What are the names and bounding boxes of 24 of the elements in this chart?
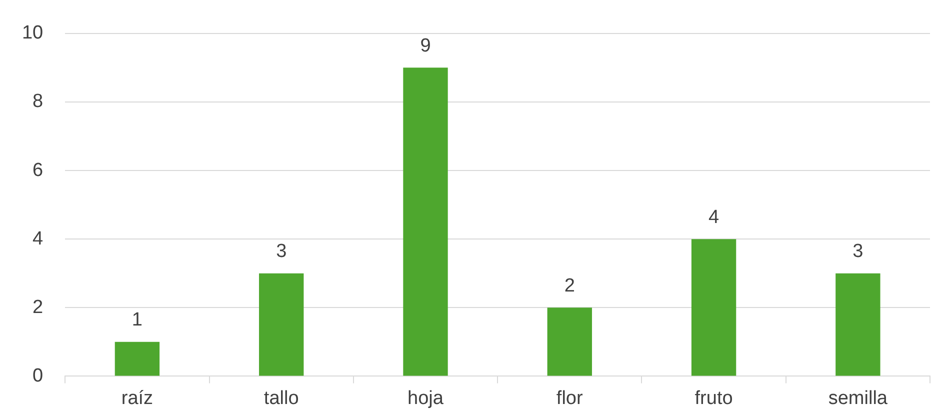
bar (114, 342, 160, 376)
data-label: 1 (132, 310, 142, 331)
bar (403, 68, 448, 376)
x-tick-label: semilla (828, 388, 888, 409)
data-label: 9 (420, 35, 431, 56)
bar (547, 308, 592, 376)
bar (836, 273, 880, 376)
x-tick-label: flor (556, 388, 584, 409)
data-label: 3 (852, 241, 864, 262)
x-tick-label: raíz (121, 388, 154, 409)
x-tick-label: hoja (408, 388, 444, 409)
bar (259, 273, 304, 376)
data-label: 4 (708, 206, 720, 228)
x-tick-label: tallo (264, 388, 299, 409)
data-label: 2 (564, 275, 575, 296)
data-label: 3 (276, 241, 287, 262)
y-tick-label: 4 (32, 228, 44, 250)
bar (691, 239, 736, 376)
y-tick-label: 6 (32, 160, 44, 181)
y-tick-label: 2 (32, 296, 44, 318)
x-tick-label: fruto (694, 388, 733, 409)
y-tick-label: 0 (32, 365, 44, 386)
y-tick-label: 10 (22, 22, 44, 44)
y-tick-label: 8 (32, 91, 44, 112)
